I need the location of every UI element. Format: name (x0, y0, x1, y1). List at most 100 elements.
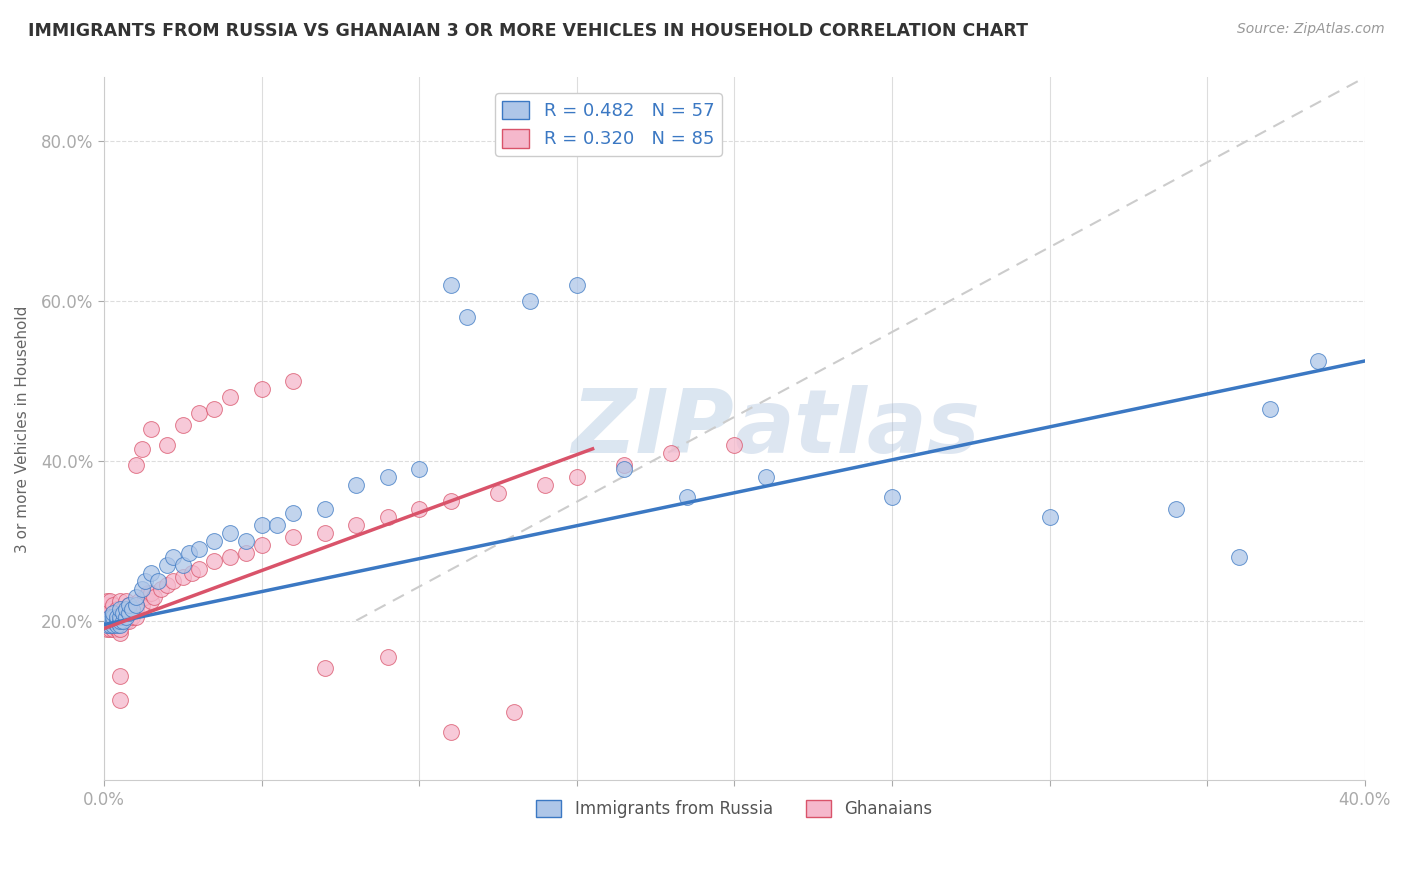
Point (108, 593, 131, 607)
Point (103, 606, 125, 620)
Point (103, 617, 125, 632)
Point (250, 517, 273, 532)
Point (131, 582, 153, 596)
Point (118, 598, 141, 612)
Point (661, 446, 683, 460)
Point (502, 706, 524, 720)
Point (534, 477, 557, 491)
Point (377, 509, 399, 524)
Point (98, 609, 121, 624)
Point (111, 614, 134, 628)
Point (149, 582, 172, 596)
Point (115, 601, 138, 615)
Point (105, 617, 128, 632)
Point (105, 609, 128, 624)
Point (146, 574, 169, 588)
Point (181, 566, 204, 580)
Point (128, 593, 150, 607)
Point (172, 558, 194, 572)
Text: IMMIGRANTS FROM RUSSIA VS GHANAIAN 3 OR MORE VEHICLES IN HOUSEHOLD CORRELATION C: IMMIGRANTS FROM RUSSIA VS GHANAIAN 3 OR … (28, 22, 1028, 40)
Point (219, 525, 242, 540)
Point (187, 541, 209, 556)
Point (98, 617, 121, 632)
Point (314, 501, 336, 516)
Point (1258, 401, 1281, 416)
Point (141, 566, 163, 580)
Point (111, 606, 134, 620)
Point (98, 609, 121, 624)
Point (219, 390, 242, 404)
Point (219, 549, 242, 564)
Point (880, 490, 903, 504)
Point (96, 617, 118, 632)
Point (96, 622, 118, 636)
Point (118, 606, 141, 620)
Point (565, 278, 588, 293)
Point (115, 614, 138, 628)
Point (124, 458, 146, 472)
Point (96, 606, 118, 620)
Point (111, 614, 134, 628)
Point (156, 438, 179, 452)
Point (108, 617, 131, 632)
Point (1164, 501, 1187, 516)
Point (108, 614, 131, 628)
Point (96, 601, 118, 615)
Text: Source: ZipAtlas.com: Source: ZipAtlas.com (1237, 22, 1385, 37)
Point (235, 533, 257, 548)
Point (1306, 354, 1329, 368)
Point (108, 622, 131, 636)
Point (250, 382, 273, 396)
Y-axis label: 3 or more Vehicles in Household: 3 or more Vehicles in Household (15, 305, 30, 552)
Point (108, 693, 131, 707)
Point (143, 590, 166, 604)
Point (377, 470, 399, 484)
Point (98, 593, 121, 607)
Point (235, 546, 257, 560)
Point (124, 590, 146, 604)
Point (115, 601, 138, 615)
Point (98, 614, 121, 628)
Point (105, 601, 128, 615)
Point (281, 530, 304, 544)
Point (281, 374, 304, 388)
Point (131, 598, 153, 612)
Point (408, 462, 430, 476)
Point (103, 598, 125, 612)
Point (115, 609, 138, 624)
Point (134, 590, 156, 604)
Point (187, 561, 209, 575)
Point (96, 614, 118, 628)
Point (108, 606, 131, 620)
Legend: Immigrants from Russia, Ghanaians: Immigrants from Russia, Ghanaians (530, 793, 939, 825)
Point (344, 477, 367, 491)
Point (131, 442, 153, 456)
Point (98, 614, 121, 628)
Point (456, 310, 478, 324)
Point (179, 546, 201, 560)
Point (108, 669, 131, 683)
Point (141, 593, 163, 607)
Point (124, 601, 146, 615)
Point (103, 614, 125, 628)
Point (96, 598, 118, 612)
Point (96, 614, 118, 628)
Point (103, 622, 125, 636)
Point (202, 533, 225, 548)
Point (124, 609, 146, 624)
Point (676, 490, 699, 504)
Point (108, 601, 131, 615)
Point (187, 406, 209, 420)
Point (156, 577, 179, 591)
Point (266, 517, 288, 532)
Point (118, 606, 141, 620)
Point (103, 617, 125, 632)
Point (121, 601, 143, 615)
Point (162, 549, 184, 564)
Point (96, 593, 118, 607)
Point (98, 622, 121, 636)
Point (613, 458, 636, 472)
Point (108, 609, 131, 624)
Point (134, 574, 156, 588)
Point (202, 554, 225, 568)
